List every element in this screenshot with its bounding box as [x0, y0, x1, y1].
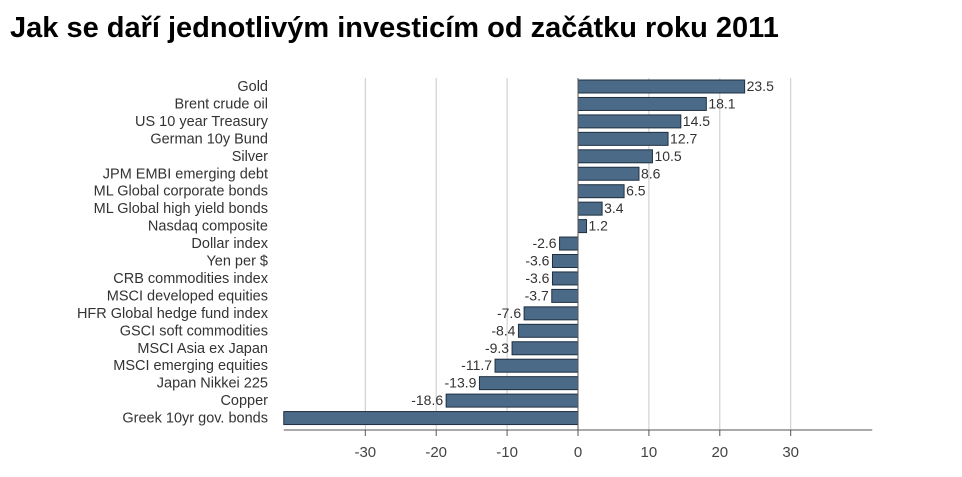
category-label: Dollar index [191, 236, 268, 252]
value-label: -13.9 [445, 375, 477, 391]
bar [551, 288, 579, 303]
page-title: Jak se daří jednotlivým investicím od za… [10, 12, 779, 44]
value-label: -9.3 [485, 340, 509, 356]
x-tick-label: -20 [425, 444, 447, 461]
value-label: 8.6 [641, 165, 661, 181]
value-label: -3.6 [525, 270, 549, 286]
category-label: ML Global high yield bonds [94, 201, 268, 217]
bar [577, 114, 682, 129]
category-label: Japan Nikkei 225 [157, 376, 268, 392]
value-label: -18.6 [411, 392, 443, 408]
value-label: 3.4 [604, 200, 624, 216]
bar [517, 323, 579, 338]
x-tick-label: 0 [574, 444, 582, 461]
bar [577, 184, 625, 199]
value-label: 6.5 [626, 183, 646, 199]
bar [577, 79, 746, 94]
bar [577, 131, 669, 146]
value-label: -2.6 [532, 235, 556, 251]
x-tick-label: 20 [711, 444, 728, 461]
value-label: 1.2 [589, 218, 609, 234]
value-label: 18.1 [708, 95, 735, 111]
category-label: MSCI developed equities [107, 288, 268, 304]
value-labels: 23.5 18.1 14.512.7 10.58.6 6.53.4 1.2 -2.6 -3.6… [411, 78, 774, 408]
value-label: 10.5 [654, 148, 681, 164]
bar [551, 271, 579, 286]
bar [511, 341, 579, 356]
value-label: -3.7 [525, 287, 549, 303]
category-label: Gold [237, 79, 268, 95]
bar [577, 96, 707, 111]
bar [523, 306, 579, 321]
category-label: JPM EMBI emerging debt [103, 166, 268, 182]
category-label: ML Global corporate bonds [94, 184, 268, 200]
category-label: Yen per $ [206, 254, 268, 270]
value-label: 12.7 [670, 130, 697, 146]
bar [283, 411, 579, 426]
bar [577, 166, 640, 181]
value-label: -7.6 [497, 305, 521, 321]
bar [577, 201, 603, 216]
bar [577, 219, 588, 234]
category-label: Copper [220, 393, 268, 409]
category-label: MSCI Asia ex Japan [137, 341, 268, 357]
value-label: 23.5 [747, 78, 774, 94]
x-tick-label: -10 [496, 444, 518, 461]
value-label: -3.6 [525, 253, 549, 269]
bars [283, 79, 746, 426]
x-tick-label: 30 [782, 444, 799, 461]
value-label: -11.7 [461, 357, 492, 373]
bar [478, 376, 579, 391]
category-label: Brent crude oil [175, 96, 269, 112]
bar [559, 236, 579, 251]
category-label: CRB commodities index [113, 271, 268, 287]
category-label: HFR Global hedge fund index [77, 306, 269, 322]
category-label: MSCI emerging equities [113, 358, 268, 374]
x-tick-label: -30 [354, 444, 376, 461]
category-label: Greek 10yr gov. bonds [122, 411, 268, 427]
x-tick-label: 10 [641, 444, 658, 461]
value-label: 14.5 [683, 113, 710, 129]
category-label: US 10 year Treasury [135, 114, 269, 130]
category-label: Silver [232, 149, 268, 165]
bar [551, 254, 579, 268]
value-label: -8.4 [491, 322, 515, 338]
x-axis: -30 -20 -10 0 10 20 30 [283, 78, 873, 461]
category-label: Nasdaq composite [148, 219, 268, 235]
bar [494, 358, 579, 373]
category-label: GSCI soft commodities [120, 323, 268, 339]
bar [445, 393, 579, 408]
category-label: German 10y Bund [150, 131, 268, 147]
bar [577, 149, 653, 164]
